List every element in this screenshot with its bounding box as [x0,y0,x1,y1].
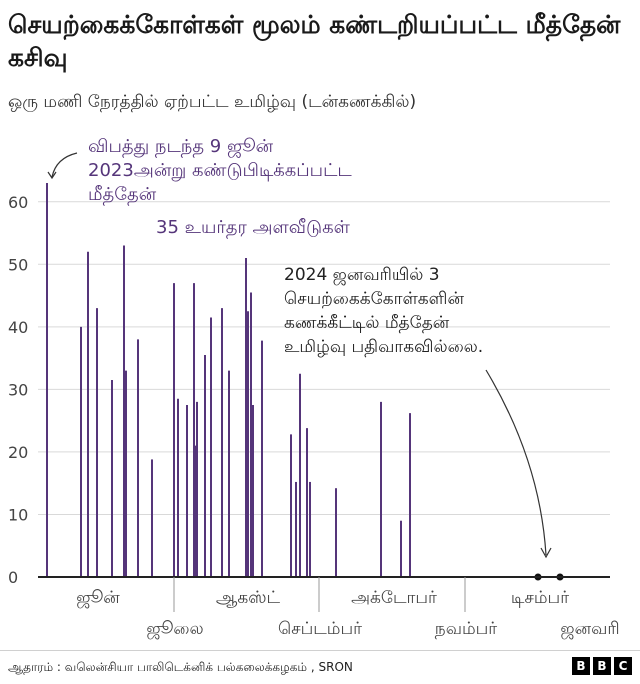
annotation-first-event: விபத்து நடந்த 9 ஜூன் 2023அன்று கண்டுபிடிக… [88,136,352,206]
annotation-arrow [485,369,547,556]
y-tick-label: 60 [8,193,28,212]
y-tick-label: 0 [8,568,18,587]
month-label: ஆகஸ்ட் [216,588,281,608]
month-label: ஜூலை [146,619,203,640]
footer-divider [0,650,640,651]
y-tick-label: 10 [8,505,28,524]
month-label: செப்டம்பர் [278,619,362,639]
month-label: டிசம்பர் [511,588,569,608]
annotation-missing-data: 2024 ஜனவரியில் 3 செயற்கைக்கோள்களின் கணக்கீ… [284,265,483,357]
logo-letter-b1: B [572,657,590,675]
annotation-arrow [51,152,78,178]
y-tick-label: 50 [8,255,28,274]
month-label: ஜூன் [76,588,120,609]
x-axis-labels: ஜூன் ஆகஸ்ட் அக்டோபர் டிசம்பர் ஜூலை செப்டம்பர்… [76,588,619,640]
annotation-arrowhead [540,547,552,559]
y-tick-label: 30 [8,380,28,399]
annotation-arrowhead [47,171,57,180]
y-axis-ticks: 0 10 20 30 40 50 60 [8,193,28,587]
chart-area: 0 10 20 30 40 50 60 ஜூன் ஆகஸ்ட் அக்டோபர் டிசம்பர்… [8,136,620,640]
gridlines [38,201,610,515]
y-tick-label: 20 [8,443,28,462]
bars [46,183,564,581]
chart-title: செயற்கைக்கோள்கள் மூலம் கண்டறியப்பட்ட மீத… [8,10,621,72]
annotation-count: 35 உயர்தர அளவீடுகள் [156,217,351,239]
x-axis [38,576,610,612]
source-note: ஆதாரம் : வலென்சியா பாலிடெக்னிக் பல்கலைக்… [8,660,353,674]
logo-letter-c: C [614,657,632,675]
month-label: நவம்பர் [435,619,498,639]
chart-subtitle: ஒரு மணி நேரத்தில் ஏற்பட்ட உமிழ்வு (டன்கண… [8,92,417,112]
bbc-logo: B B C [572,657,632,675]
logo-letter-b2: B [593,657,611,675]
month-label: ஜனவரி [560,619,619,640]
y-tick-label: 40 [8,318,28,337]
annotations: விபத்து நடந்த 9 ஜூன் 2023அன்று கண்டுபிடிக… [47,136,552,559]
month-label: அக்டோபர் [351,588,437,608]
